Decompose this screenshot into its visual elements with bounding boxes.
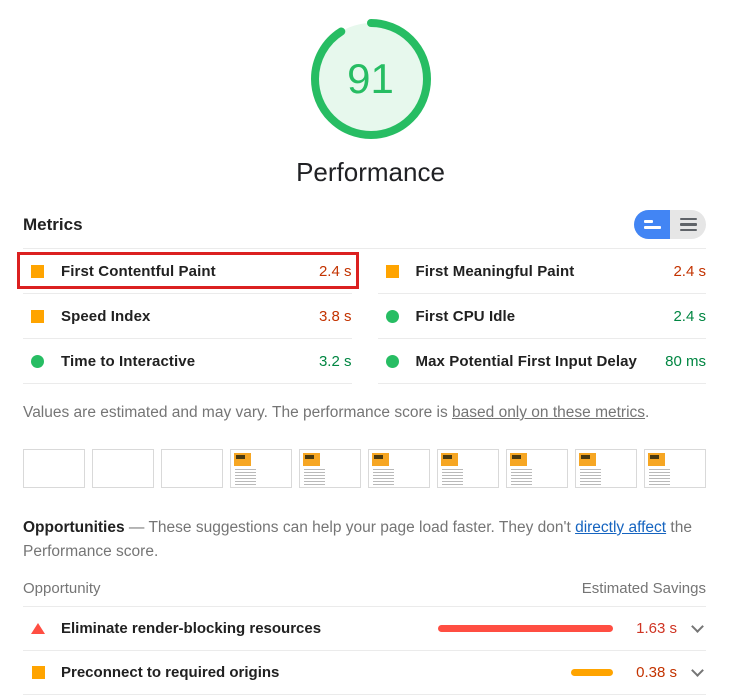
metric-value: 2.4 s (673, 307, 706, 325)
filmstrip-frame (506, 449, 568, 488)
filmstrip-frame (23, 449, 85, 488)
filmstrip-frame (161, 449, 223, 488)
performance-score-value: 91 (347, 55, 394, 102)
metric-first-cpu-idle: First CPU Idle 2.4 s (377, 294, 706, 339)
metric-label: First CPU Idle (415, 307, 516, 325)
metric-status-icon (31, 264, 44, 278)
toggle-condensed-view-button[interactable] (634, 210, 670, 239)
metric-value: 3.2 s (318, 352, 352, 370)
metrics-section-title: Metrics (23, 214, 83, 234)
metric-value: 80 ms (665, 352, 706, 370)
metric-label: Speed Index (61, 307, 151, 325)
metric-status-icon (385, 264, 399, 278)
filmstrip-frame (368, 449, 430, 488)
savings-value: 0.38 s (636, 664, 677, 681)
metrics-disclaimer: Values are estimated and may vary. The p… (23, 404, 650, 421)
filmstrip-frame (230, 449, 292, 488)
fail-triangle-icon (31, 623, 45, 634)
opportunity-preconnect-origins[interactable]: Preconnect to required origins 0.38 s (23, 651, 706, 695)
toggle-expanded-view-button[interactable] (670, 210, 706, 239)
metric-status-icon (385, 309, 399, 323)
opportunity-label: Preconnect to required origins (61, 664, 280, 681)
savings-bar (438, 625, 613, 632)
metric-label: First Contentful Paint (61, 262, 216, 280)
condensed-view-icon (644, 220, 653, 223)
metric-status-icon (31, 354, 44, 368)
metrics-view-toggle (634, 210, 706, 239)
expanded-view-icon (679, 217, 697, 221)
metric-value: 3.8 s (318, 307, 352, 325)
opportunities-table-header: Opportunity Estimated Savings (23, 564, 706, 607)
metric-value: 2.4 s (318, 262, 352, 280)
savings-bar (571, 669, 613, 676)
metrics-header: Metrics (23, 210, 706, 248)
opportunity-label: Eliminate render-blocking resources (61, 620, 322, 637)
gauge-arc (310, 19, 431, 139)
metric-status-icon (31, 309, 44, 323)
opportunities-description: Opportunities — These suggestions can he… (23, 519, 692, 560)
column-opportunity: Opportunity (23, 580, 101, 597)
filmstrip-frame (437, 449, 499, 488)
column-estimated-savings: Estimated Savings (581, 580, 706, 597)
metric-max-potential-fid: Max Potential First Input Delay 80 ms (377, 339, 706, 384)
performance-title: Performance (296, 157, 445, 187)
report-body: Metrics First Contentful Paint 2.4 s Fir… (0, 210, 741, 695)
filmstrip-frame (92, 449, 154, 488)
metric-status-icon (385, 354, 399, 368)
gauge-arc-svg (310, 19, 431, 139)
chevron-down-icon[interactable] (691, 620, 704, 633)
average-square-icon (31, 666, 45, 679)
savings-value: 1.63 s (636, 620, 677, 637)
metric-label: First Meaningful Paint (415, 262, 575, 280)
metric-value: 2.4 s (673, 262, 706, 280)
metric-speed-index: Speed Index 3.8 s (23, 294, 352, 339)
metric-label: Time to Interactive (61, 352, 196, 370)
gauge-inner-fill (314, 23, 427, 135)
opportunity-render-blocking-resources[interactable]: Eliminate render-blocking resources 1.63… (23, 607, 706, 651)
metric-first-contentful-paint: First Contentful Paint 2.4 s (17, 249, 358, 294)
metrics-grid: First Contentful Paint 2.4 s First Meani… (17, 248, 706, 384)
filmstrip-frame (299, 449, 361, 488)
metric-label: Max Potential First Input Delay (415, 352, 637, 370)
metric-time-to-interactive: Time to Interactive 3.2 s (23, 339, 352, 384)
filmstrip-frame (644, 449, 706, 488)
opportunities-docs-link[interactable]: directly affect (575, 519, 667, 536)
filmstrip (23, 449, 706, 488)
opportunities-heading: Opportunities (23, 519, 125, 536)
filmstrip-frame (575, 449, 637, 488)
metric-first-meaningful-paint: First Meaningful Paint 2.4 s (377, 249, 706, 294)
metrics-docs-link[interactable]: based only on these metrics (452, 404, 646, 421)
performance-score-gauge: 91 (306, 14, 436, 144)
chevron-down-icon[interactable] (691, 664, 704, 677)
